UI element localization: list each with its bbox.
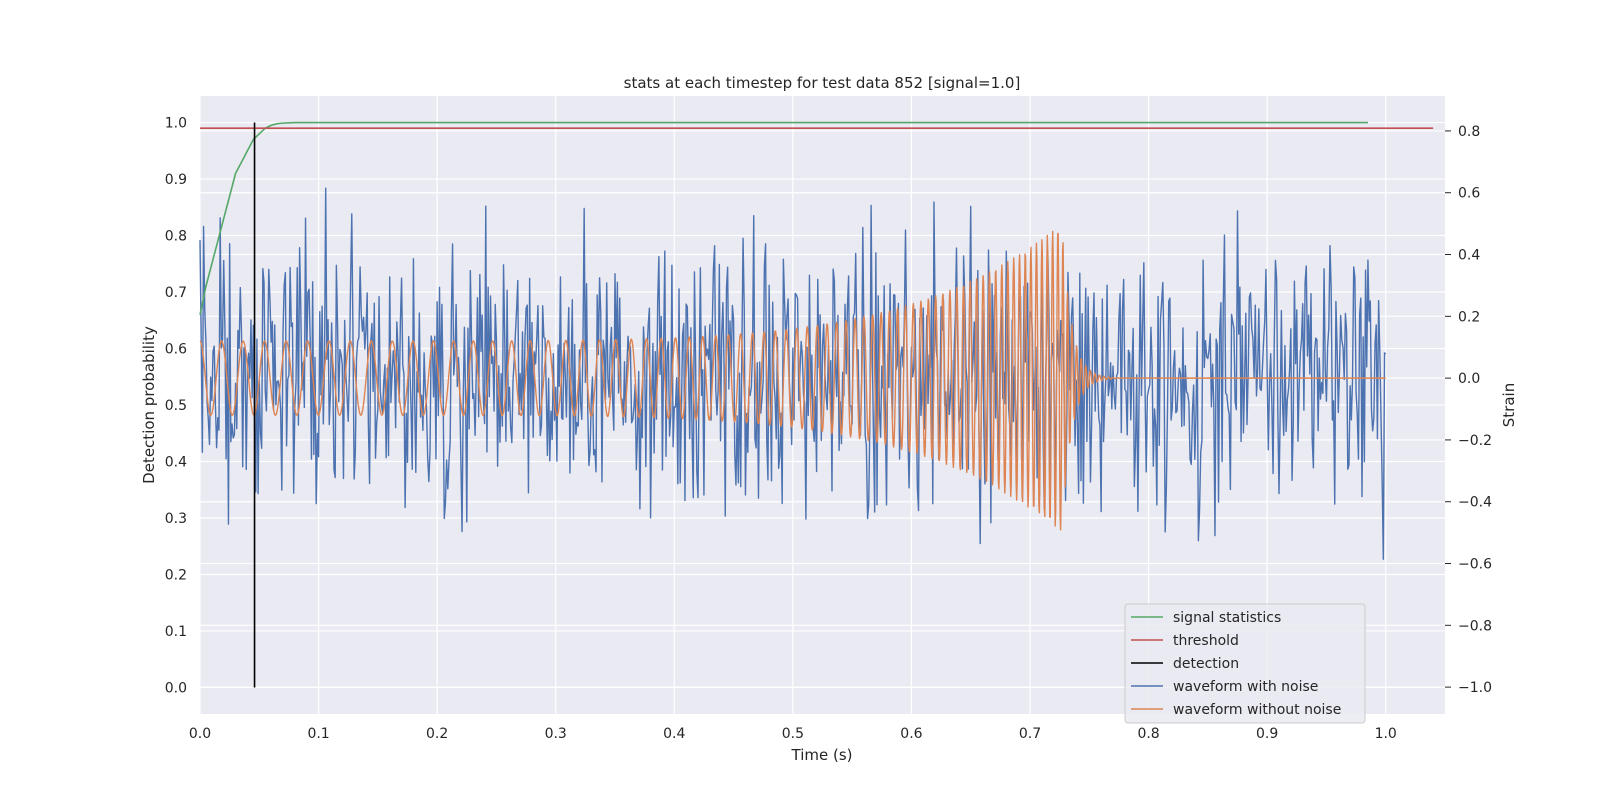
y-tick-label: 0.6 [165, 342, 187, 358]
y-tick-label: 0.4 [165, 454, 187, 470]
x-axis-label: Time (s) [791, 746, 853, 764]
y-tick-label: 0.7 [165, 285, 187, 301]
legend-box [1124, 603, 1366, 724]
y2-tick-label: −0.4 [1458, 495, 1492, 511]
legend-label-waveform-with-noise: waveform with noise [1173, 679, 1318, 695]
y-tick-label: 0.5 [165, 398, 187, 414]
x-tick-label: 0.3 [545, 726, 567, 742]
x-tick-label: 0.6 [900, 726, 922, 742]
y-axis-label: Detection probability [140, 326, 158, 484]
x-tick-label: 0.7 [1019, 726, 1041, 742]
y-tick-label: 0.0 [165, 680, 187, 696]
legend-label-waveform-without-noise: waveform without noise [1173, 702, 1341, 718]
legend-label-threshold: threshold [1173, 633, 1239, 649]
y-tick-label: 0.8 [165, 229, 187, 245]
series-line-waveform-without-noise [199, 230, 1386, 531]
y2-tick-label: −0.8 [1458, 618, 1492, 634]
y2-tick-label: −0.6 [1458, 557, 1492, 573]
y2-tick-label: 0.8 [1458, 124, 1480, 140]
chart-title: stats at each timestep for test data 852… [624, 74, 1021, 92]
y-tick-label: 0.9 [165, 172, 187, 188]
x-tick-label: 0.4 [663, 726, 685, 742]
y2-tick-label: 0.0 [1458, 371, 1480, 387]
y2-tick-label: −0.2 [1458, 433, 1492, 449]
legend-label-signal-statistics: signal statistics [1173, 610, 1281, 626]
y2-tick-label: 0.6 [1458, 186, 1480, 202]
x-tick-label: 0.8 [1137, 726, 1159, 742]
ticks: 0.0 0.1 0.2 0.3 0.4 0.5 0.6 0.7 0.8 0.9 1.0 0.0 0.1 0… [165, 116, 1492, 742]
series-line-waveform-with-noise [199, 187, 1387, 560]
series-line-signal-statistics [199, 121, 1368, 315]
y-tick-label: 0.3 [165, 511, 187, 527]
y2-axis-label: Strain [1500, 383, 1518, 427]
y2-tick-label: −1.0 [1458, 680, 1492, 696]
x-tick-label: 1.0 [1375, 726, 1397, 742]
y-tick-label: 0.2 [165, 567, 187, 583]
y-tick-label: 1.0 [165, 116, 187, 132]
x-tick-label: 0.9 [1256, 726, 1278, 742]
x-tick-label: 0.1 [307, 726, 329, 742]
legend-label-detection: detection [1173, 656, 1239, 672]
x-tick-label: 0.5 [782, 726, 804, 742]
legend: signal statistics threshold detection wa… [1124, 603, 1366, 724]
y2-tick-label: 0.4 [1458, 248, 1480, 264]
x-tick-label: 0.2 [426, 726, 448, 742]
x-tick-label: 0.0 [189, 726, 211, 742]
series-layer [199, 121, 1434, 688]
y-tick-label: 0.1 [165, 624, 187, 640]
y2-tick-label: 0.2 [1458, 309, 1480, 325]
